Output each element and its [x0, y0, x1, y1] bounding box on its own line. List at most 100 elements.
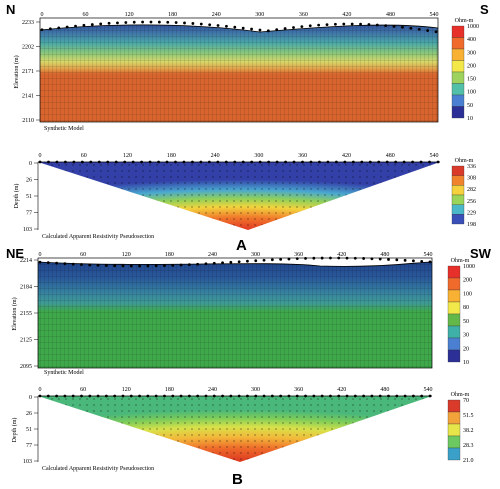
pseudo-a-electrode — [182, 160, 186, 164]
model-a-electrode — [225, 24, 228, 28]
pseudo-a-electrode — [241, 160, 245, 164]
model-a-legend-swatch — [451, 83, 465, 96]
model-a-electrode — [40, 28, 44, 32]
model-a-electrode — [132, 20, 136, 24]
pseudo-a-electrode — [148, 160, 152, 164]
pseudo-b-electrode — [96, 394, 100, 398]
model-a-electrode — [367, 23, 371, 26]
model-a-electrode — [208, 23, 212, 27]
model-b-panel: 0 60 120 180 240 300 360 420 480 540 2214 2184 2155… — [6, 246, 492, 376]
model-a-legend-value: 300 — [467, 50, 476, 56]
model-a-electrode — [99, 22, 103, 26]
model-a-electrode — [82, 23, 86, 27]
corner-label-s: S — [480, 2, 489, 17]
pseudo-b-electrode — [46, 394, 50, 398]
pseudo-a-panel: 0 60 120 180 240 300 360 420 480 540 0 26 51 77 103 D… — [13, 153, 476, 254]
pseudo-b-electrode — [295, 394, 299, 398]
model-b-legend-swatch — [447, 313, 461, 327]
pseudo-a-electrode — [411, 160, 414, 164]
pseudo-b-section — [38, 396, 432, 462]
pseudo-a-y-tick: 26 — [26, 178, 32, 184]
pseudo-a-x-tick: 360 — [298, 153, 307, 159]
pseudo-a-electrode — [165, 160, 169, 164]
pseudo-b-electrode — [254, 394, 258, 398]
model-b-section — [38, 262, 432, 368]
model-b-electrode — [129, 264, 133, 268]
model-b-legend-swatch — [447, 301, 461, 315]
pseudo-b-electrode — [320, 394, 324, 398]
pseudo-b-x-tick: 240 — [208, 387, 217, 393]
pseudo-a-y-tick: 0 — [29, 161, 32, 167]
pseudo-b-electrode — [304, 394, 307, 398]
pseudo-b-legend-title: Ohm-m — [451, 392, 470, 398]
model-a-x-tick: 360 — [299, 12, 308, 18]
model-b-electrode — [428, 260, 432, 264]
model-a-legend-value: 100 — [467, 90, 476, 96]
model-a-electrode — [183, 21, 186, 25]
pseudo-b-electrode — [378, 394, 382, 398]
pseudo-b-y-tick: 51 — [26, 427, 32, 433]
model-b-electrode — [229, 260, 233, 264]
model-a-x-tick: 120 — [125, 12, 134, 18]
pseudo-b-electrode — [246, 394, 249, 398]
model-a-electrode — [250, 27, 253, 31]
model-b-electrode — [287, 257, 291, 261]
model-a-electrode — [241, 26, 245, 30]
pseudo-a-electrode — [106, 160, 110, 164]
pseudo-a-electrode — [385, 160, 389, 164]
pseudo-a-electrode — [351, 160, 355, 164]
model-a-y-tick: 2202 — [22, 45, 34, 51]
pseudo-b-electrode — [38, 394, 42, 398]
model-a-electrode — [275, 28, 279, 32]
pseudo-a-legend-swatch — [451, 175, 465, 186]
model-b-x-tick: 480 — [380, 252, 389, 258]
model-b-electrode — [179, 263, 183, 267]
pseudo-a-y-label: Depth (m) — [13, 184, 20, 209]
pseudo-b-electrode — [237, 394, 241, 398]
pseudo-b-caption: Calculated Apparent Resistivity Pseudose… — [42, 466, 154, 472]
pseudo-a-electrode — [233, 160, 237, 164]
model-b-legend-value: 30 — [463, 333, 469, 339]
pseudo-a-electrodes — [38, 160, 440, 164]
model-b-x-tick: 540 — [424, 252, 433, 258]
model-b-legend-title: Ohm-m — [451, 258, 470, 264]
pseudo-a-legend-swatch — [451, 214, 465, 225]
model-b-topography — [37, 261, 433, 267]
pseudo-a-y-tick: 103 — [23, 227, 32, 233]
pseudo-b-electrode — [163, 394, 166, 398]
pseudo-a-electrode — [80, 160, 84, 164]
pseudo-b-electrode — [229, 394, 233, 398]
pseudo-a-electrode — [123, 160, 127, 164]
model-b-electrode — [38, 260, 42, 264]
pseudo-a-electrode — [216, 160, 220, 164]
pseudo-a-y-tick: 51 — [26, 194, 32, 200]
pseudo-a-legend-value: 198 — [467, 222, 476, 228]
pseudo-a-electrode — [47, 160, 50, 164]
model-b-x-tick: 120 — [122, 252, 131, 258]
pseudo-b-legend-value: 38.2 — [463, 428, 474, 434]
pseudo-a-electrode — [326, 160, 330, 164]
model-a-y-tick: 2233 — [22, 20, 34, 26]
model-a-y-tick: 2141 — [22, 94, 34, 100]
pseudo-a-electrode — [368, 160, 372, 164]
pseudo-a-electrode — [394, 160, 398, 164]
pseudo-b-legend-value: 51.5 — [463, 413, 474, 419]
model-b-electrode — [262, 258, 266, 262]
model-b-electrode — [121, 264, 125, 268]
model-a-electrode — [258, 28, 262, 32]
pseudo-b-legend: Ohm-m70 51.5 38.2 28.3 21.0 — [447, 392, 474, 464]
model-b-x-tick: 0 — [39, 252, 42, 258]
model-b-y-tick: 2184 — [20, 285, 32, 291]
model-b-legend-value: 10 — [463, 360, 469, 366]
model-b-electrode — [221, 261, 224, 265]
pseudo-b-electrode — [279, 394, 283, 398]
model-b-electrode — [279, 257, 283, 261]
model-a-legend-title: Ohm-m — [455, 18, 474, 24]
model-b-electrode — [420, 259, 424, 263]
model-b-electrode — [345, 256, 349, 260]
model-b-x-tick: 240 — [208, 252, 217, 258]
model-a-electrode — [300, 25, 304, 29]
pseudo-b-x-tick: 300 — [251, 387, 260, 393]
